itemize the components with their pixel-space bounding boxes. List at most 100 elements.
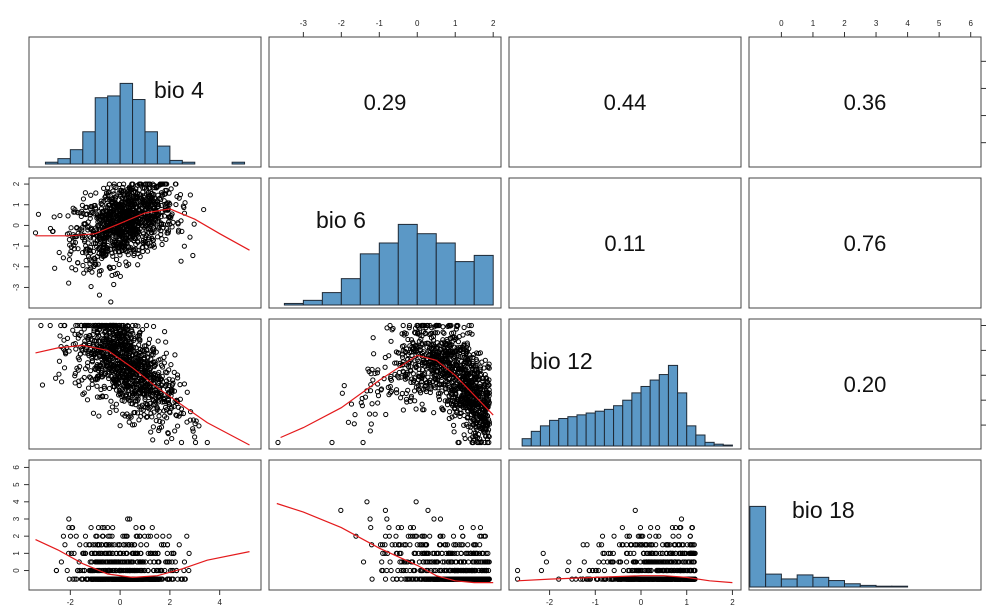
scatter-point — [171, 369, 177, 375]
scatter-point — [149, 414, 155, 420]
scatter-point — [150, 237, 156, 243]
scatter-point — [116, 370, 122, 376]
scatter-point — [68, 225, 74, 231]
scatter-point — [122, 347, 128, 353]
scatter-point — [92, 258, 98, 264]
scatter-point — [382, 354, 388, 361]
scatter-point — [109, 250, 115, 256]
scatter-point — [113, 407, 119, 413]
scatter-point — [178, 411, 184, 417]
scatter-point — [398, 395, 404, 401]
scatter-point — [128, 247, 134, 253]
histogram-bar — [695, 434, 706, 447]
scatter-point — [66, 237, 73, 243]
scatter-point — [137, 346, 143, 352]
panel-frame — [748, 177, 982, 309]
scatter-point — [60, 533, 67, 539]
scatter-point — [150, 323, 157, 330]
histogram-bar — [796, 574, 814, 588]
scatter-point — [186, 567, 192, 574]
scatter-point — [632, 507, 638, 513]
scatter-point — [175, 221, 181, 227]
scatter-point — [164, 200, 171, 206]
scatter-point — [67, 251, 73, 257]
scatter-point — [93, 240, 99, 246]
scatter-point — [160, 181, 166, 187]
scatter-point — [134, 190, 140, 196]
scatter-point — [150, 397, 156, 403]
scatter-point — [91, 255, 97, 261]
scatter-point — [184, 389, 190, 395]
scatter-point — [163, 236, 169, 243]
scatter-point — [75, 335, 81, 341]
scatter-point — [106, 264, 112, 270]
scatter-point — [61, 337, 67, 343]
scatter-point — [386, 524, 392, 531]
scatter-point — [82, 366, 89, 372]
scatter-point — [107, 216, 113, 222]
scatter-point — [96, 209, 102, 215]
scatter-point — [163, 339, 169, 345]
scatter-point — [150, 424, 156, 430]
histogram-bar — [181, 161, 196, 165]
scatter-point — [117, 187, 123, 194]
scatter-point — [109, 196, 116, 202]
scatter-point — [364, 499, 370, 505]
scatter-point — [451, 429, 457, 435]
scatter-point — [88, 283, 94, 290]
scatter-point — [75, 246, 81, 252]
scatter-point — [47, 322, 53, 329]
scatter-point — [84, 267, 90, 273]
scatter-point — [92, 366, 99, 373]
scatter-point — [369, 576, 375, 582]
histogram-bar — [843, 583, 861, 588]
scatter-point — [125, 357, 131, 363]
scatter-point — [142, 223, 148, 229]
scatter-point — [96, 233, 102, 239]
scatter-point — [98, 322, 105, 329]
scatter-point — [58, 344, 64, 350]
scatter-point — [123, 377, 129, 383]
scatter-point — [89, 359, 96, 365]
scatter-point — [133, 322, 139, 329]
scatter-point — [162, 201, 168, 207]
histogram-bar — [749, 505, 767, 588]
panel-frame — [748, 318, 982, 450]
scatter-point — [146, 336, 153, 342]
scatter-point — [53, 375, 59, 381]
scatter-point — [73, 533, 79, 539]
scatter-point — [96, 245, 103, 252]
scatter-point — [153, 185, 160, 191]
scatter-point — [110, 330, 116, 336]
histogram-bar — [576, 414, 587, 447]
scatter-point — [382, 364, 388, 370]
scatter-point — [131, 247, 137, 253]
scatter-point — [85, 351, 91, 357]
scatter-point — [160, 395, 166, 401]
scatter-point — [59, 379, 65, 385]
scatter-point — [387, 559, 393, 565]
scatter-point — [130, 344, 137, 350]
scatter-point — [181, 559, 188, 565]
scatter-point — [91, 211, 97, 217]
scatter-point — [156, 195, 163, 201]
scatter-point — [132, 351, 139, 357]
scatter-point — [111, 362, 117, 368]
scatter-point — [74, 224, 80, 231]
scatter-point — [82, 248, 89, 254]
scatter-point — [56, 358, 63, 364]
scatter-point — [367, 516, 373, 522]
scatter-point — [142, 207, 148, 213]
scatter-point — [174, 413, 180, 419]
scatter-point — [100, 253, 106, 260]
scatter-point — [85, 240, 91, 246]
scatter-point — [120, 241, 127, 247]
scatter-point — [98, 200, 104, 207]
scatter-point — [113, 256, 120, 263]
histogram-bar — [169, 159, 183, 165]
panel-frame — [28, 459, 262, 591]
scatter-point — [172, 352, 178, 358]
scatter-point — [135, 323, 141, 329]
scatter-point — [141, 240, 147, 246]
scatter-point — [118, 356, 124, 362]
